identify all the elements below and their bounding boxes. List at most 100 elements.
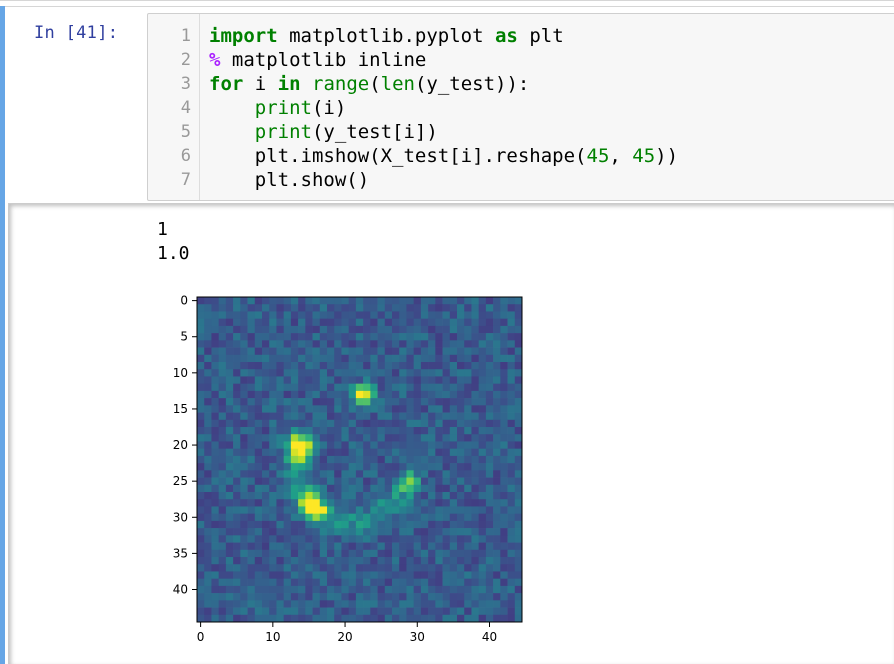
heatmap-cell xyxy=(399,542,407,551)
heatmap-cell xyxy=(485,463,494,471)
code-token: import xyxy=(209,25,278,47)
heatmap-cell xyxy=(377,578,386,587)
heatmap-cell xyxy=(355,477,364,486)
heatmap-cell xyxy=(305,549,313,558)
heatmap-cell xyxy=(435,549,443,558)
heatmap-cell xyxy=(254,506,263,515)
heatmap-cell xyxy=(283,557,292,565)
heatmap-cell xyxy=(485,340,494,348)
heatmap-cell xyxy=(211,470,220,478)
heatmap-cell xyxy=(312,441,321,450)
heatmap-cell xyxy=(399,492,407,500)
code-line[interactable]: plt.imshow(X_test[i].reshape(45, 45)) xyxy=(209,144,678,168)
heatmap-cell xyxy=(471,607,480,616)
heatmap-cell xyxy=(262,434,270,442)
code-line[interactable]: import matplotlib.pyplot as plt xyxy=(209,24,564,48)
heatmap-cell xyxy=(392,593,400,601)
heatmap-cell xyxy=(254,362,263,370)
heatmap-cell xyxy=(500,484,508,493)
heatmap-cell xyxy=(211,369,220,377)
heatmap-cell xyxy=(327,571,335,580)
line-number: 6 xyxy=(180,146,191,166)
heatmap-cell xyxy=(392,600,400,608)
heatmap-cell xyxy=(197,325,205,334)
code-line[interactable]: print(i) xyxy=(209,96,347,120)
heatmap-cell xyxy=(449,470,458,478)
heatmap-cell xyxy=(247,304,256,312)
notebook-cell[interactable] xyxy=(5,6,894,664)
heatmap-cell xyxy=(283,506,292,515)
heatmap-cell xyxy=(305,419,313,428)
heatmap-cell xyxy=(262,318,270,327)
heatmap-cell xyxy=(384,564,393,572)
heatmap-cell xyxy=(464,448,472,457)
heatmap-cell xyxy=(298,297,306,305)
heatmap-cell xyxy=(435,441,443,450)
code-line[interactable]: plt.show() xyxy=(209,168,369,192)
heatmap-cell xyxy=(218,383,227,392)
heatmap-cell xyxy=(435,557,443,565)
heatmap-cell xyxy=(399,463,407,471)
heatmap-cell xyxy=(283,513,292,522)
heatmap-cell xyxy=(435,362,443,370)
heatmap-cell xyxy=(233,434,241,442)
heatmap-cell xyxy=(428,520,436,529)
heatmap-cell xyxy=(247,297,256,305)
heatmap-cell xyxy=(435,593,443,601)
heatmap-cell xyxy=(204,557,212,565)
heatmap-cell xyxy=(406,607,415,616)
heatmap-cell xyxy=(240,390,248,399)
heatmap-cell xyxy=(355,383,364,392)
heatmap-cell xyxy=(435,304,443,312)
heatmap-cell xyxy=(197,600,205,608)
heatmap-cell xyxy=(225,535,234,543)
heatmap-cell xyxy=(406,318,415,327)
heatmap-cell xyxy=(464,520,472,529)
heatmap-cell xyxy=(507,427,516,435)
code-line[interactable]: for i in range(len(y_test)): xyxy=(209,72,529,96)
heatmap-cell xyxy=(471,593,480,601)
heatmap-cell xyxy=(225,571,234,580)
heatmap-cell xyxy=(341,535,350,543)
heatmap-cell xyxy=(471,398,480,406)
heatmap-cell xyxy=(327,492,335,500)
heatmap-cell xyxy=(384,535,393,543)
heatmap-cell xyxy=(254,484,263,493)
heatmap-cell xyxy=(247,441,256,450)
heatmap-cell xyxy=(363,419,371,428)
heatmap-cell xyxy=(406,412,415,421)
code-line[interactable]: print(y_test[i]) xyxy=(209,120,438,144)
heatmap-cell xyxy=(218,347,227,356)
input-prompt: In [41]: xyxy=(34,23,119,43)
heatmap-cell xyxy=(225,578,234,587)
heatmap-cell xyxy=(399,477,407,486)
heatmap-cell xyxy=(197,311,205,320)
code-token: 45 xyxy=(586,145,610,167)
heatmap-cell xyxy=(442,318,451,327)
heatmap-cell xyxy=(334,376,342,385)
code-line[interactable]: % matplotlib inline xyxy=(209,48,426,72)
heatmap-cell xyxy=(500,571,508,580)
heatmap-cell xyxy=(319,427,328,435)
heatmap-cell xyxy=(305,383,313,392)
heatmap-cell xyxy=(298,412,306,421)
heatmap-cell xyxy=(276,600,285,608)
heatmap-cell xyxy=(341,513,350,522)
heatmap-cell xyxy=(507,362,516,370)
heatmap-cell xyxy=(478,325,487,334)
heatmap-cell xyxy=(406,614,415,623)
heatmap-cell xyxy=(262,340,270,348)
heatmap-cell xyxy=(319,412,328,421)
heatmap-cell xyxy=(305,448,313,457)
heatmap-cell xyxy=(435,477,443,486)
heatmap-cell xyxy=(399,578,407,587)
heatmap-cell xyxy=(254,448,263,457)
heatmap-cell xyxy=(276,333,285,341)
heatmap-cell xyxy=(290,477,299,486)
heatmap-cell xyxy=(370,347,378,356)
heatmap-cell xyxy=(225,390,234,399)
heatmap-cell xyxy=(392,557,400,565)
y-tick-label: 0 xyxy=(180,294,188,308)
heatmap-cell xyxy=(435,383,443,392)
